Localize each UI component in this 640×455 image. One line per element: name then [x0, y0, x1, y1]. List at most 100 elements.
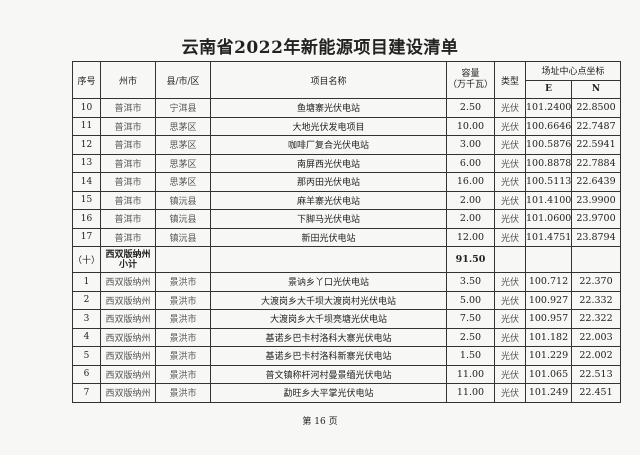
- header-e: E: [525, 79, 572, 99]
- project-name-cell: 基诺乡巴卡村洛科大寨光伏电站: [210, 327, 447, 347]
- seq-cell: 6: [72, 364, 101, 384]
- table-row: 17 普洱市 镇沅县 新田光伏电站 12.00 光伏 101.4751 23.8794: [72, 227, 622, 247]
- county-cell: 宁洱县: [155, 98, 211, 118]
- prefecture-cell: 普洱市: [100, 116, 156, 136]
- seq-cell: 11: [72, 116, 101, 136]
- project-name-cell: 大渡岗乡大千坝大渡岗村光伏电站: [210, 290, 447, 310]
- empty-cell: [570, 246, 622, 273]
- project-name-cell: 大地光伏发电项目: [210, 116, 447, 136]
- capacity-cell: 16.00: [446, 172, 495, 192]
- project-name-cell: 大渡岗乡大千坝亮塘光伏电站: [210, 309, 447, 329]
- page-number: 第 16 页: [302, 417, 338, 427]
- prefecture-cell: 西双版纳州: [100, 272, 156, 292]
- type-cell: 光伏: [494, 364, 526, 384]
- project-name-cell: 勐旺乡大平掌光伏电站: [210, 383, 447, 403]
- header-project: 项目名称: [210, 61, 447, 99]
- seq-cell: 1: [72, 272, 101, 292]
- latitude-cell: 22.6439: [570, 172, 622, 192]
- table-row: 6 西双版纳州 景洪市 普文镇称杆河村曼景缅光伏电站 11.00 光伏 101.065 22.…: [72, 364, 622, 384]
- capacity-cell: 11.00: [446, 383, 495, 403]
- table-row: 15 普洱市 镇沅县 麻羊寨光伏电站 2.00 光伏 101.4100 23.9900: [72, 190, 622, 210]
- latitude-cell: 22.8500: [570, 98, 622, 118]
- header-county: 县/市/区: [155, 61, 211, 99]
- project-name-cell: 景讷乡丫口光伏电站: [210, 272, 447, 292]
- empty-cell: [494, 246, 526, 273]
- county-cell: 思茅区: [155, 153, 211, 173]
- longitude-cell: 100.5113: [525, 172, 572, 192]
- table-row: 13 普洱市 思茅区 南屏西光伏电站 6.00 光伏 100.8878 22.7884: [72, 153, 622, 173]
- latitude-cell: 22.7487: [570, 116, 622, 136]
- seq-cell: 10: [72, 98, 101, 118]
- prefecture-cell: 普洱市: [100, 172, 156, 192]
- type-cell: 光伏: [494, 153, 526, 173]
- capacity-cell: 2.00: [446, 190, 495, 210]
- seq-cell: 13: [72, 153, 101, 173]
- project-name-cell: 普文镇称杆河村曼景缅光伏电站: [210, 364, 447, 384]
- type-cell: 光伏: [494, 346, 526, 366]
- header-type: 类型: [494, 61, 526, 99]
- longitude-cell: 100.927: [525, 290, 572, 310]
- county-cell: 镇沅县: [155, 227, 211, 247]
- county-cell: 思茅区: [155, 135, 211, 155]
- table-row: 5 西双版纳州 景洪市 基诺乡巴卡村洛科新寨光伏电站 1.50 光伏 101.229 22.0…: [72, 346, 622, 366]
- prefecture-cell: 西双版纳州: [100, 309, 156, 329]
- county-cell: 景洪市: [155, 290, 211, 310]
- project-name-cell: 那丙田光伏电站: [210, 172, 447, 192]
- longitude-cell: 100.8878: [525, 153, 572, 173]
- prefecture-cell: 普洱市: [100, 227, 156, 247]
- capacity-cell: 7.50: [446, 309, 495, 329]
- table-row: 12 普洱市 思茅区 咖啡厂复合光伏电站 3.00 光伏 100.5876 22.5941: [72, 135, 622, 155]
- latitude-cell: 23.9700: [570, 209, 622, 229]
- latitude-cell: 22.513: [570, 364, 622, 384]
- county-cell: 景洪市: [155, 327, 211, 347]
- capacity-cell: 12.00: [446, 227, 495, 247]
- type-cell: 光伏: [494, 290, 526, 310]
- latitude-cell: 22.451: [570, 383, 622, 403]
- latitude-cell: 23.8794: [570, 227, 622, 247]
- longitude-cell: 100.6646: [525, 116, 572, 136]
- empty-cell: [210, 246, 447, 273]
- latitude-cell: 23.9900: [570, 190, 622, 210]
- type-cell: 光伏: [494, 309, 526, 329]
- type-cell: 光伏: [494, 116, 526, 136]
- county-cell: 思茅区: [155, 172, 211, 192]
- county-cell: 景洪市: [155, 383, 211, 403]
- capacity-cell: 2.00: [446, 209, 495, 229]
- project-name-cell: 下脚马光伏电站: [210, 209, 447, 229]
- header-prefecture: 州市: [100, 61, 156, 99]
- longitude-cell: 100.712: [525, 272, 572, 292]
- table-row: 7 西双版纳州 景洪市 勐旺乡大平掌光伏电站 11.00 光伏 101.249 22.451: [72, 383, 622, 403]
- subtotal-row: （十） 西双版纳州 小计 91.50: [72, 246, 622, 273]
- table-row: 16 普洱市 镇沅县 下脚马光伏电站 2.00 光伏 101.0600 23.9700: [72, 209, 622, 229]
- prefecture-cell: 西双版纳州: [100, 383, 156, 403]
- header-capacity: 容量 （万千瓦）: [446, 61, 495, 99]
- capacity-cell: 5.00: [446, 290, 495, 310]
- page-title: 云南省2022年新能源项目建设清单: [181, 38, 459, 58]
- capacity-cell: 10.00: [446, 116, 495, 136]
- longitude-cell: 101.2400: [525, 98, 572, 118]
- capacity-cell: 3.00: [446, 135, 495, 155]
- prefecture-cell: 普洱市: [100, 153, 156, 173]
- seq-cell: 12: [72, 135, 101, 155]
- county-cell: 镇沅县: [155, 209, 211, 229]
- type-cell: 光伏: [494, 190, 526, 210]
- county-cell: 镇沅县: [155, 190, 211, 210]
- project-name-cell: 基诺乡巴卡村洛科新寨光伏电站: [210, 346, 447, 366]
- latitude-cell: 22.002: [570, 346, 622, 366]
- seq-cell: 17: [72, 227, 101, 247]
- prefecture-cell: 西双版纳州: [100, 290, 156, 310]
- capacity-cell: 6.00: [446, 153, 495, 173]
- seq-cell: 15: [72, 190, 101, 210]
- project-name-cell: 咖啡厂复合光伏电站: [210, 135, 447, 155]
- prefecture-cell: 普洱市: [100, 209, 156, 229]
- subtotal-label: 西双版纳州 小计: [100, 246, 156, 273]
- project-name-cell: 南屏西光伏电站: [210, 153, 447, 173]
- type-cell: 光伏: [494, 272, 526, 292]
- table-row: 14 普洱市 思茅区 那丙田光伏电站 16.00 光伏 100.5113 22.6439: [72, 172, 622, 192]
- latitude-cell: 22.5941: [570, 135, 622, 155]
- capacity-cell: 1.50: [446, 346, 495, 366]
- type-cell: 光伏: [494, 383, 526, 403]
- latitude-cell: 22.003: [570, 327, 622, 347]
- header-seq: 序号: [72, 61, 101, 99]
- seq-cell: 2: [72, 290, 101, 310]
